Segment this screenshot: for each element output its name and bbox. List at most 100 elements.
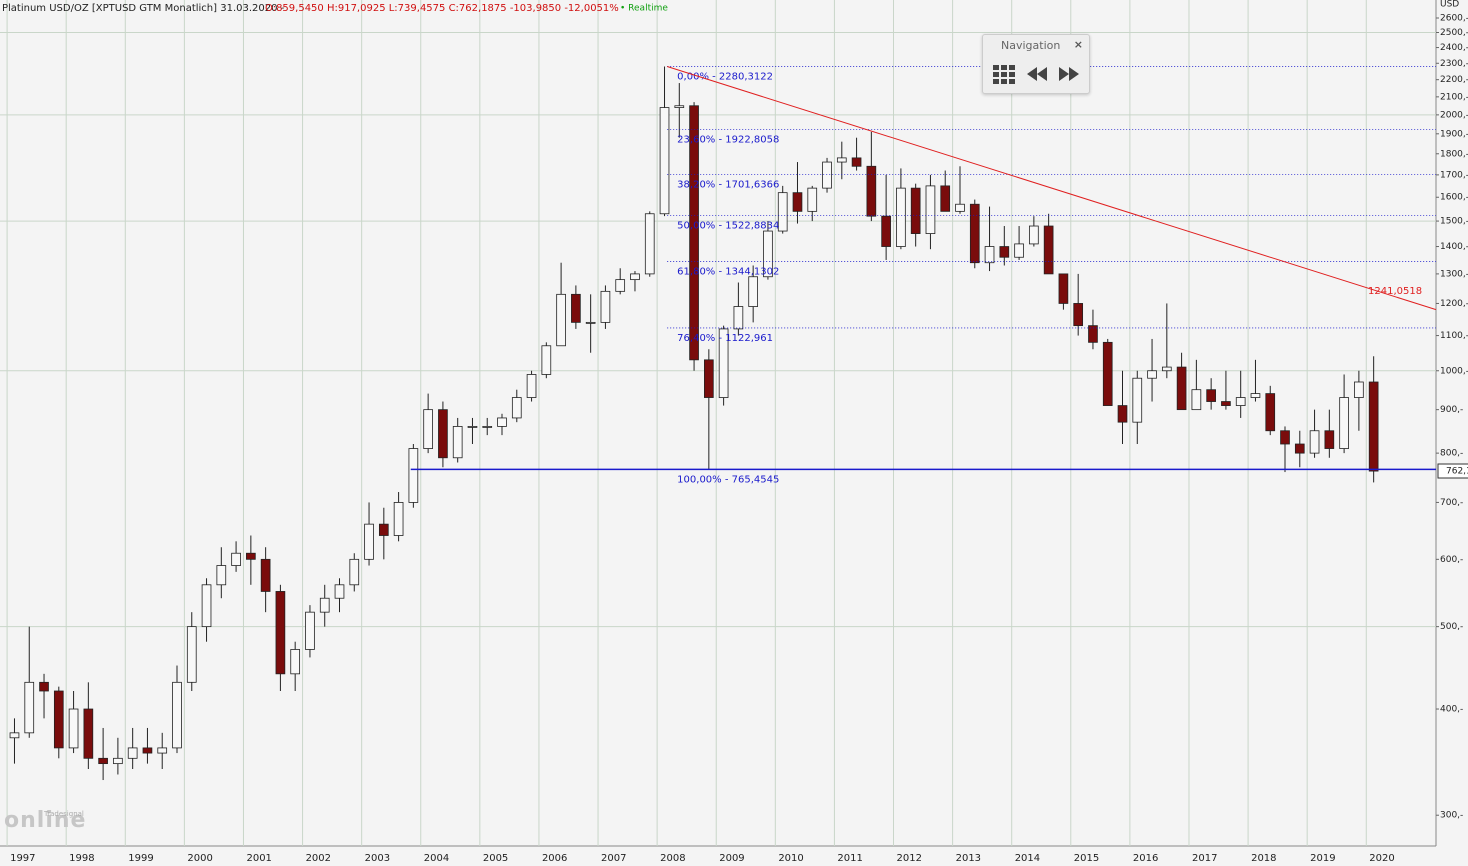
y-tick-label: 2100,- xyxy=(1440,92,1468,102)
x-tick-label: 2013 xyxy=(956,853,981,864)
candle-body xyxy=(127,747,138,759)
candle-body xyxy=(68,708,79,749)
candle-body xyxy=(822,161,832,189)
candle-body xyxy=(231,552,241,566)
x-tick-label: 2018 xyxy=(1251,853,1276,864)
candle-body xyxy=(467,426,478,428)
last-price-box xyxy=(1437,463,1468,479)
candle-body xyxy=(748,276,758,307)
y-tick-label: 800,- xyxy=(1440,449,1463,459)
candle-body xyxy=(925,185,936,234)
y-tick-label: 2000,- xyxy=(1440,110,1468,120)
y-tick-label: 1400,- xyxy=(1440,242,1468,252)
candle-body xyxy=(275,591,286,675)
candle-body xyxy=(792,192,803,212)
x-tick-label: 1997 xyxy=(10,853,35,864)
y-tick-label: 1100,- xyxy=(1440,331,1468,341)
candle-body xyxy=(940,185,951,212)
candle-body xyxy=(53,690,64,749)
candle-body xyxy=(511,397,522,419)
candle-body xyxy=(438,409,448,459)
navigation-panel[interactable]: Navigation × xyxy=(982,34,1090,94)
candle-body xyxy=(1324,430,1335,449)
candle-body xyxy=(83,708,94,759)
candle-body xyxy=(718,328,729,398)
y-tick-label: 1000,- xyxy=(1440,366,1468,376)
candle-body xyxy=(955,203,965,212)
candle-body xyxy=(1073,303,1084,327)
candle-body xyxy=(1354,381,1364,398)
x-tick-label: 2009 xyxy=(719,853,744,864)
candle-body xyxy=(172,681,182,749)
x-tick-label: 2015 xyxy=(1074,853,1099,864)
candle-body xyxy=(659,107,670,215)
y-tick-label: 2200,- xyxy=(1440,75,1468,85)
candle-body xyxy=(497,417,507,427)
header-realtime: • Realtime xyxy=(620,4,668,14)
nav-icons[interactable] xyxy=(991,63,1091,87)
candle-body xyxy=(113,757,123,765)
candle-body xyxy=(1339,397,1349,449)
nav-close[interactable]: × xyxy=(1073,38,1083,51)
candle-body xyxy=(378,523,389,536)
candle-body xyxy=(1294,443,1305,454)
candle-body xyxy=(984,246,995,264)
last-price-label: 762,1875 xyxy=(1446,467,1468,477)
candle-body xyxy=(98,757,108,765)
candle-body xyxy=(881,215,891,247)
candle-body xyxy=(1161,366,1172,372)
x-tick-label: 2005 xyxy=(483,853,508,864)
fib-label: 76,40% - 1122,961 xyxy=(677,333,773,344)
candle-body xyxy=(1221,401,1231,406)
candle-body xyxy=(733,306,744,330)
x-tick-label: 2001 xyxy=(246,853,271,864)
candle-body xyxy=(836,157,847,163)
y-tick-label: 1200,- xyxy=(1440,299,1468,309)
fib-label: 50,00% - 1522,8834 xyxy=(677,220,779,231)
y-tick-label: 2300,- xyxy=(1440,59,1468,69)
logo: online Tradesignal xyxy=(4,808,86,833)
candle-body xyxy=(1117,405,1128,423)
y-tick-label: 600,- xyxy=(1440,555,1463,565)
x-tick-label: 2011 xyxy=(837,853,862,864)
candle-body xyxy=(157,747,168,754)
y-tick-label: 400,- xyxy=(1440,705,1463,715)
candle-body xyxy=(246,552,256,560)
candle-body xyxy=(334,584,345,599)
y-tick-label: 300,- xyxy=(1440,811,1463,821)
y-tick-label: 1500,- xyxy=(1440,217,1468,227)
x-tick-label: 1998 xyxy=(69,853,94,864)
x-tick-label: 2000 xyxy=(187,853,212,864)
candle-body xyxy=(644,213,655,275)
candle-body xyxy=(9,732,20,739)
candle-body xyxy=(452,426,463,459)
candle-body xyxy=(349,558,360,586)
candle-body xyxy=(186,626,197,683)
logo-brand: online xyxy=(4,808,87,833)
candle-body xyxy=(969,203,980,264)
candle-body xyxy=(216,565,227,586)
candle-body xyxy=(423,409,433,449)
x-tick-label: 2006 xyxy=(542,853,567,864)
candle-body xyxy=(807,187,818,212)
fib-label: 23,60% - 1922,8058 xyxy=(677,134,779,145)
trend-line xyxy=(667,66,1437,311)
y-tick-label: 1800,- xyxy=(1440,149,1468,159)
candle-body xyxy=(585,321,596,324)
candle-body xyxy=(851,157,862,167)
candle-body xyxy=(999,246,1010,258)
candle-body xyxy=(1280,430,1290,445)
y-tick-label: 900,- xyxy=(1440,405,1463,415)
candle-body xyxy=(142,747,153,754)
y-tick-label: 1300,- xyxy=(1440,269,1468,279)
candle-body xyxy=(704,359,714,398)
y-tick-label: 700,- xyxy=(1440,498,1463,508)
candle-body xyxy=(571,293,581,323)
candle-body xyxy=(260,558,271,592)
candle-body xyxy=(1265,393,1276,432)
trend-label: 1241,0518 xyxy=(1368,286,1422,297)
candle-body xyxy=(1309,430,1320,454)
x-tick-label: 2008 xyxy=(660,853,685,864)
